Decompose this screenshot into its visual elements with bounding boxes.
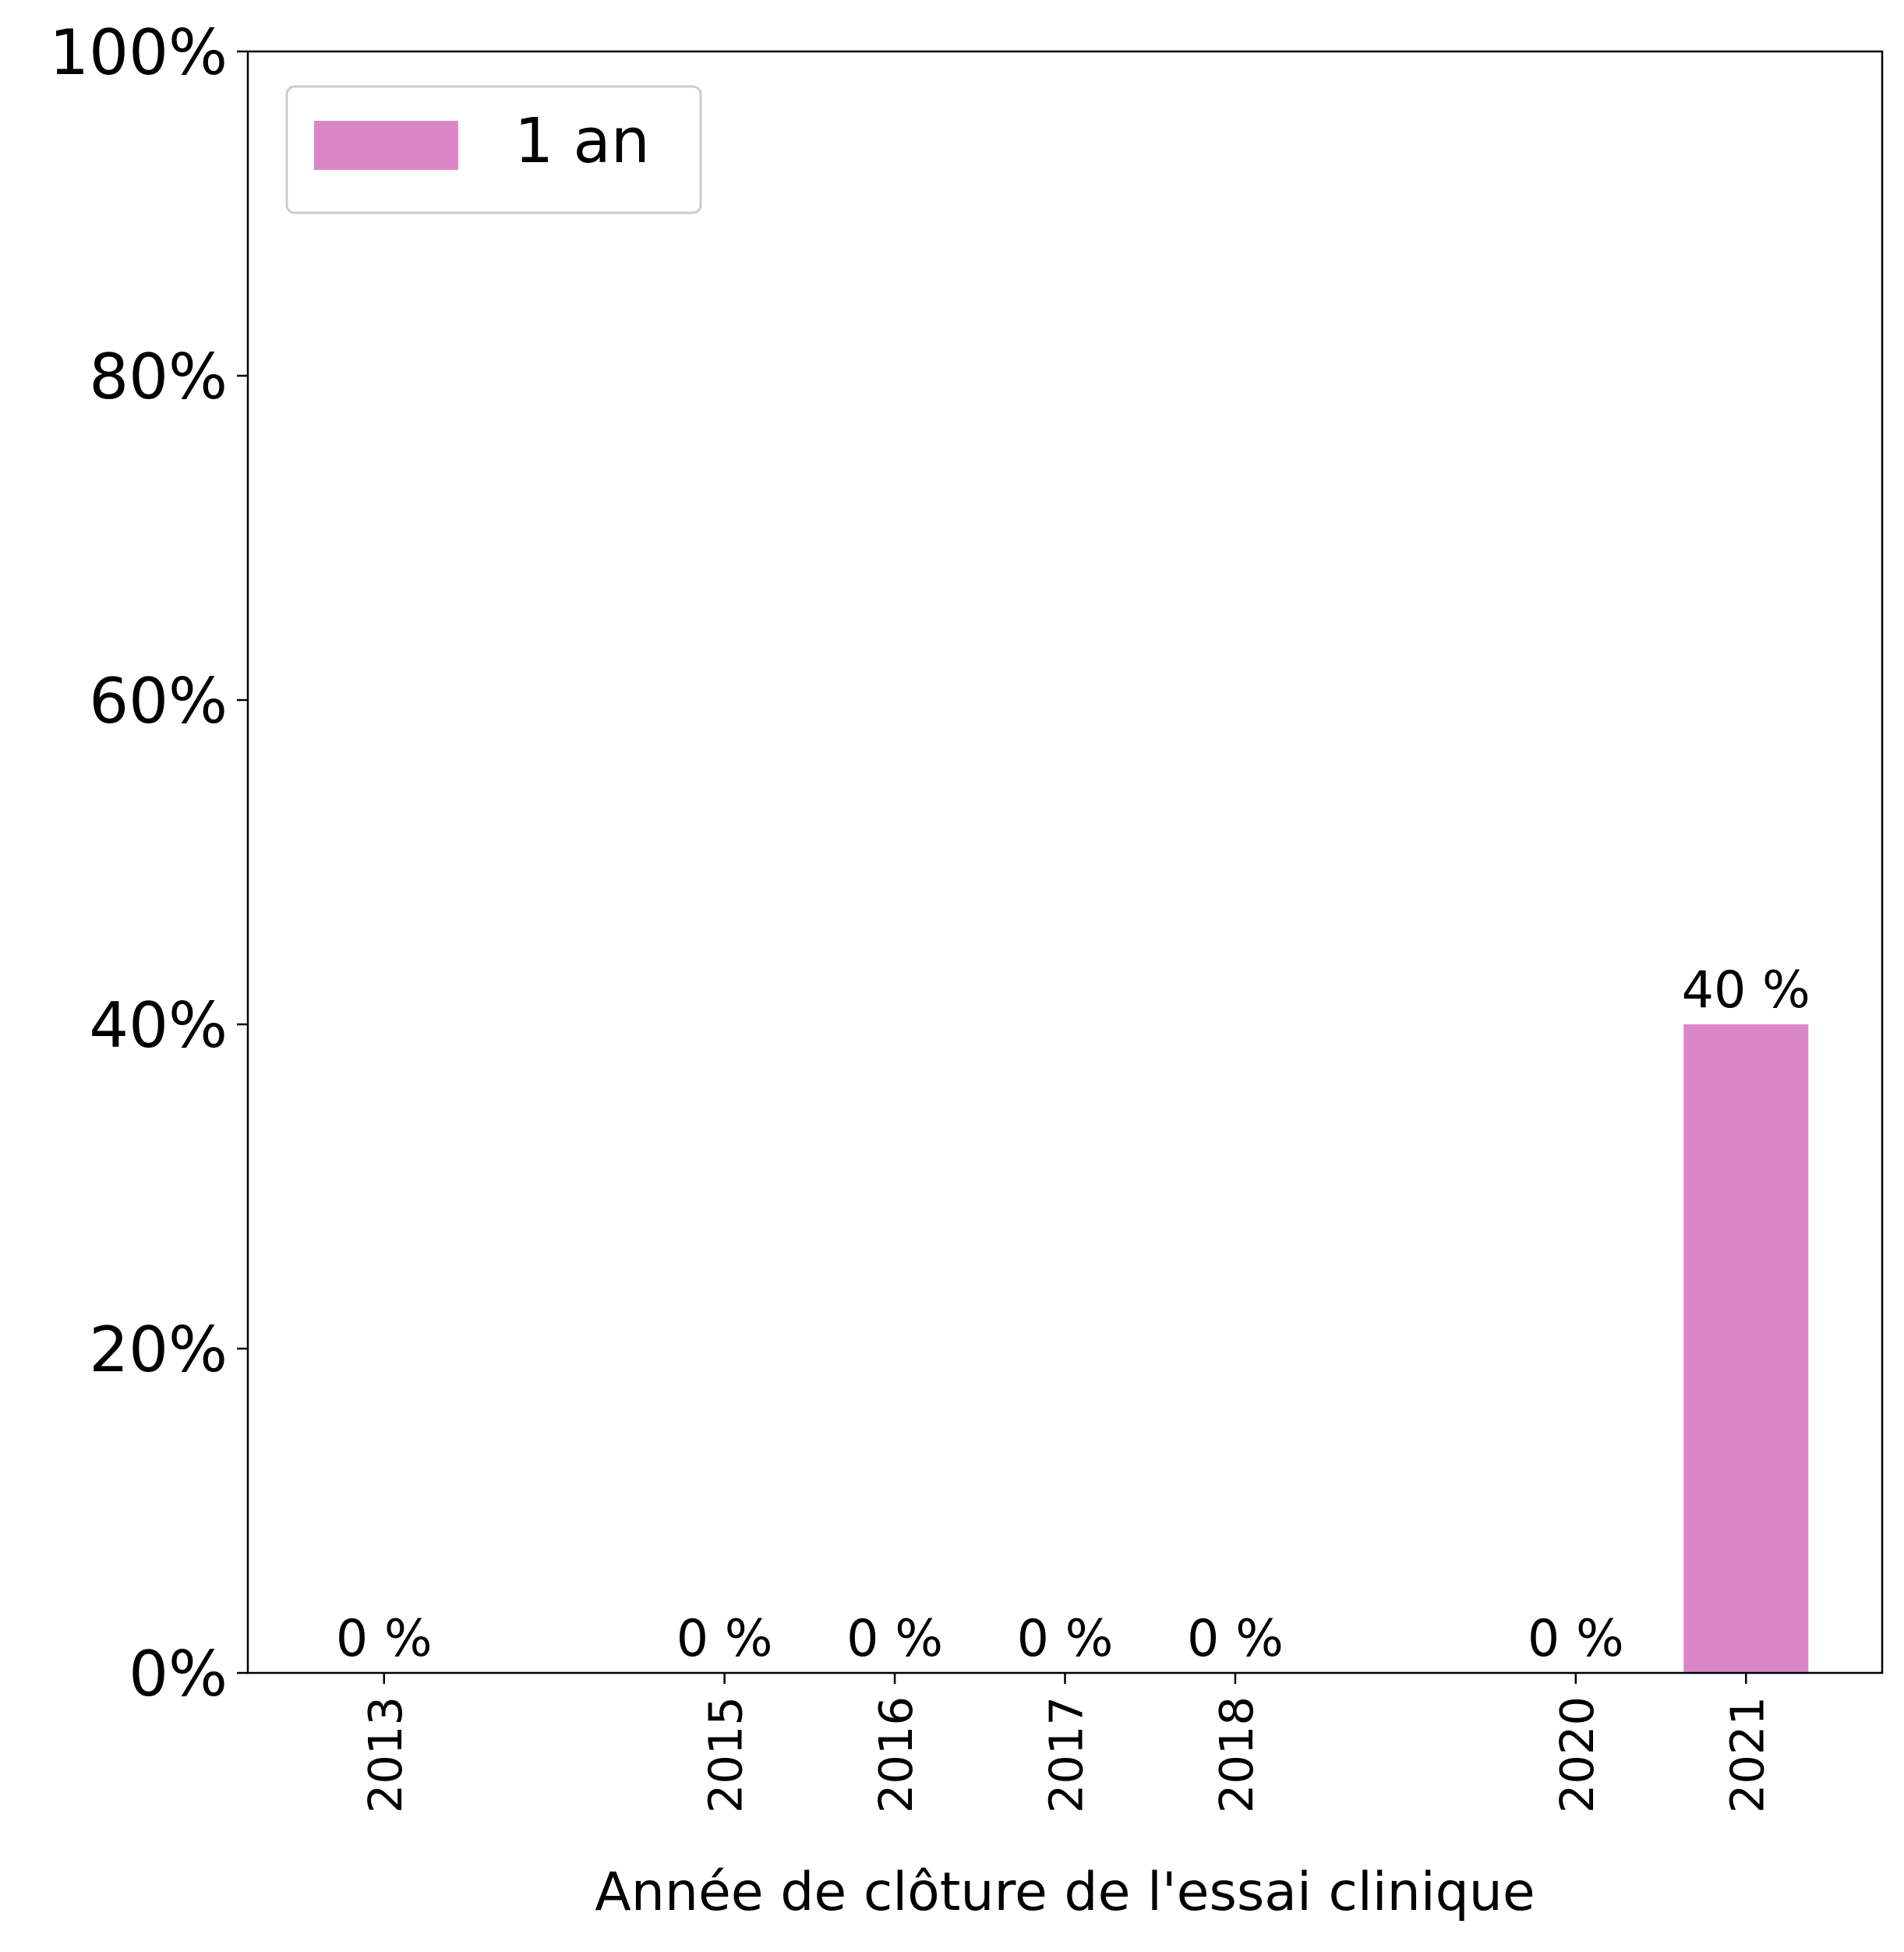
legend-swatch (314, 121, 458, 170)
y-tick-label: 0% (129, 1638, 228, 1710)
y-tick-label: 80% (89, 341, 228, 413)
legend: 1 an (285, 85, 702, 214)
x-tick-label: 2020 (1550, 1696, 1604, 1813)
data-label: 0 % (1187, 1610, 1284, 1668)
x-tick-label: 2017 (1040, 1696, 1093, 1813)
data-label: 0 % (676, 1610, 773, 1668)
data-label: 0 % (1528, 1610, 1624, 1668)
x-tick-label: 2013 (359, 1696, 412, 1813)
data-labels-layer: 0 % 0 % 0 % 0 % 0 % 0 % 40 % (336, 961, 1810, 1668)
y-tick-label: 60% (89, 665, 228, 737)
legend-entry-label: 1 an (514, 105, 650, 177)
y-axis: 0% 20% 40% 60% 80% 100% (49, 16, 248, 1710)
x-axis: 2013 2015 2016 2017 2018 2020 2021 (359, 1673, 1774, 1813)
x-tick-label: 2018 (1210, 1696, 1263, 1813)
x-tick-label: 2015 (699, 1696, 753, 1813)
data-label: 0 % (1017, 1610, 1114, 1668)
x-tick-label: 2021 (1720, 1696, 1774, 1813)
x-axis-title: Année de clôture de l'essai clinique (595, 1862, 1535, 1923)
x-tick-label: 2016 (869, 1696, 923, 1813)
bar-2021 (1683, 1024, 1809, 1673)
data-label: 0 % (336, 1610, 433, 1668)
y-tick-label: 20% (89, 1314, 228, 1386)
legend-frame (285, 85, 702, 214)
y-tick-label: 100% (49, 16, 228, 89)
bars-layer (1683, 1024, 1809, 1673)
data-label: 0 % (846, 1610, 943, 1668)
data-label: 40 % (1682, 961, 1810, 1020)
y-tick-label: 40% (89, 989, 228, 1062)
